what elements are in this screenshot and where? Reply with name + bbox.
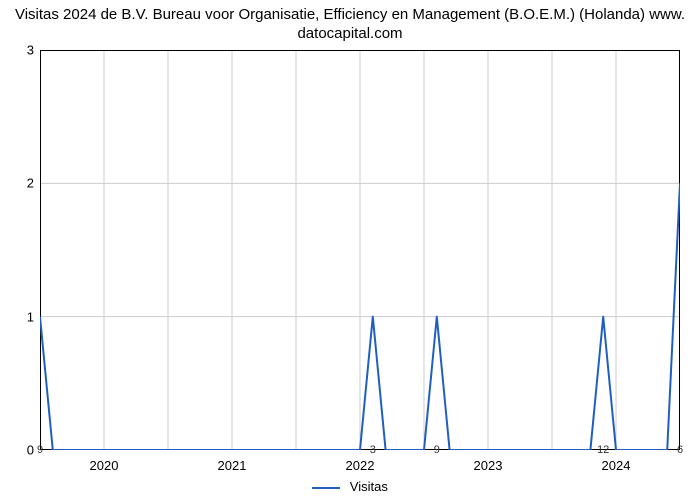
- x-tick-label: 2021: [218, 458, 247, 473]
- value-label: 9: [37, 444, 43, 456]
- value-label: 3: [370, 444, 376, 456]
- y-tick-label: 2: [27, 176, 34, 191]
- value-label: 9: [434, 444, 440, 456]
- x-tick-label: 2022: [346, 458, 375, 473]
- y-tick-label: 1: [27, 309, 34, 324]
- value-label: 12: [597, 444, 609, 456]
- chart-title: Visitas 2024 de B.V. Bureau voor Organis…: [0, 6, 700, 44]
- chart-title-line2: datocapital.com: [297, 25, 402, 42]
- y-tick-label: 0: [27, 443, 34, 458]
- legend: Visitas: [0, 479, 700, 494]
- chart-title-line1: Visitas 2024 de B.V. Bureau voor Organis…: [15, 6, 685, 23]
- value-label: 6: [677, 444, 683, 456]
- x-tick-label: 2020: [90, 458, 119, 473]
- x-tick-label: 2023: [474, 458, 503, 473]
- plot-area: 012320202021202220232024939126: [40, 50, 680, 450]
- x-tick-label: 2024: [602, 458, 631, 473]
- legend-label: Visitas: [350, 479, 388, 494]
- legend-swatch: [312, 487, 340, 489]
- chart-svg: [40, 50, 680, 450]
- y-tick-label: 3: [27, 43, 34, 58]
